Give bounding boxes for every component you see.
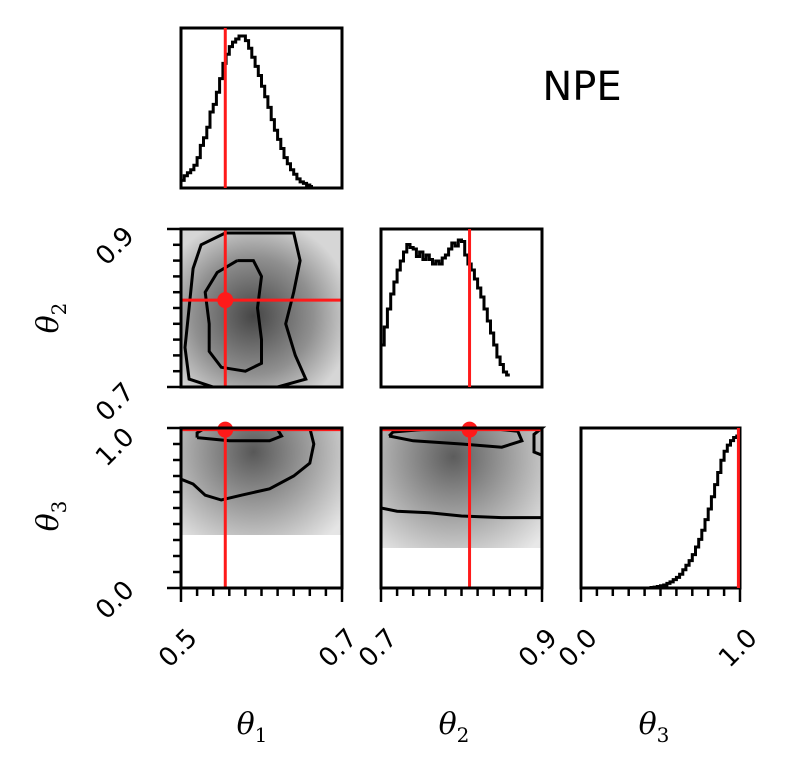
density-blank-region bbox=[182, 535, 341, 587]
histogram-theta1 bbox=[181, 34, 313, 188]
tick-label-theta3-max: 1.0 bbox=[90, 422, 140, 472]
panel-frame bbox=[179, 26, 344, 190]
panel-marginal-theta3 bbox=[579, 426, 742, 590]
panel-joint-theta2-theta1 bbox=[179, 227, 344, 389]
density-blank-region bbox=[382, 548, 541, 587]
panel-frame bbox=[379, 227, 544, 389]
panel-joint-theta3-theta1 bbox=[179, 421, 344, 590]
axis-title-theta3-left: θ3 bbox=[31, 501, 71, 532]
panel-marginal-theta1 bbox=[179, 26, 344, 190]
tick-label-theta2-min: 0.7 bbox=[353, 623, 403, 673]
tick-label-theta3-max: 1.0 bbox=[713, 623, 763, 673]
panel-joint-theta3-theta2 bbox=[379, 421, 547, 590]
axis-title-theta3: θ3 bbox=[639, 707, 670, 747]
truth-point bbox=[461, 421, 478, 438]
axis-title-theta1: θ1 bbox=[237, 707, 268, 747]
tick-label-theta3-min: 0.0 bbox=[90, 575, 140, 625]
panel-marginal-theta2 bbox=[379, 227, 544, 389]
axis-title-theta2-left: θ2 bbox=[31, 303, 71, 334]
histogram-theta3 bbox=[581, 434, 740, 590]
tick-label-theta2-max: 0.9 bbox=[90, 221, 140, 271]
tick-label-theta2-min: 0.7 bbox=[90, 377, 140, 427]
truth-point bbox=[217, 421, 234, 438]
truth-point bbox=[217, 292, 234, 309]
axis-ticks bbox=[167, 227, 742, 602]
method-title: NPE bbox=[542, 64, 621, 110]
contour-inner bbox=[203, 259, 264, 373]
axis-title-theta2: θ2 bbox=[439, 707, 470, 747]
histogram-theta2 bbox=[381, 238, 510, 377]
tick-label-theta1-min: 0.5 bbox=[153, 623, 203, 673]
panel-frame bbox=[579, 426, 742, 590]
tick-label-theta3-min: 0.0 bbox=[553, 623, 603, 673]
